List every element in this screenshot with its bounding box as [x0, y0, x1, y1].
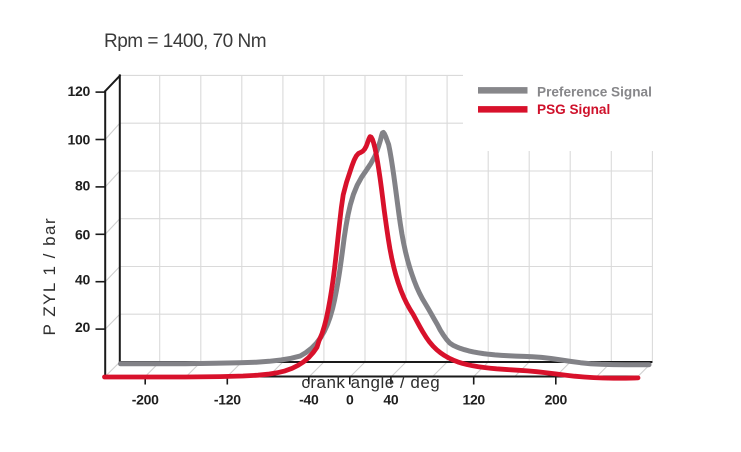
svg-text:20: 20	[75, 319, 90, 335]
svg-text:0: 0	[346, 392, 354, 408]
svg-text:120: 120	[68, 83, 91, 99]
svg-text:PSG Signal: PSG Signal	[537, 102, 610, 117]
svg-text:Rpm = 1400, 70 Nm: Rpm = 1400, 70 Nm	[104, 31, 266, 52]
svg-text:-120: -120	[214, 392, 241, 408]
svg-text:80: 80	[75, 177, 90, 193]
svg-text:P ZYL 1 / bar: P ZYL 1 / bar	[40, 217, 59, 336]
svg-text:120: 120	[462, 392, 485, 408]
svg-text:crank angle / deg: crank angle / deg	[301, 373, 440, 392]
svg-text:200: 200	[545, 392, 568, 408]
svg-text:60: 60	[75, 226, 90, 242]
svg-text:40: 40	[383, 392, 398, 408]
svg-text:-40: -40	[299, 392, 319, 408]
svg-text:40: 40	[75, 272, 90, 288]
svg-text:Preference Signal: Preference Signal	[537, 84, 652, 99]
svg-text:-200: -200	[132, 392, 159, 408]
svg-text:100: 100	[68, 132, 91, 148]
